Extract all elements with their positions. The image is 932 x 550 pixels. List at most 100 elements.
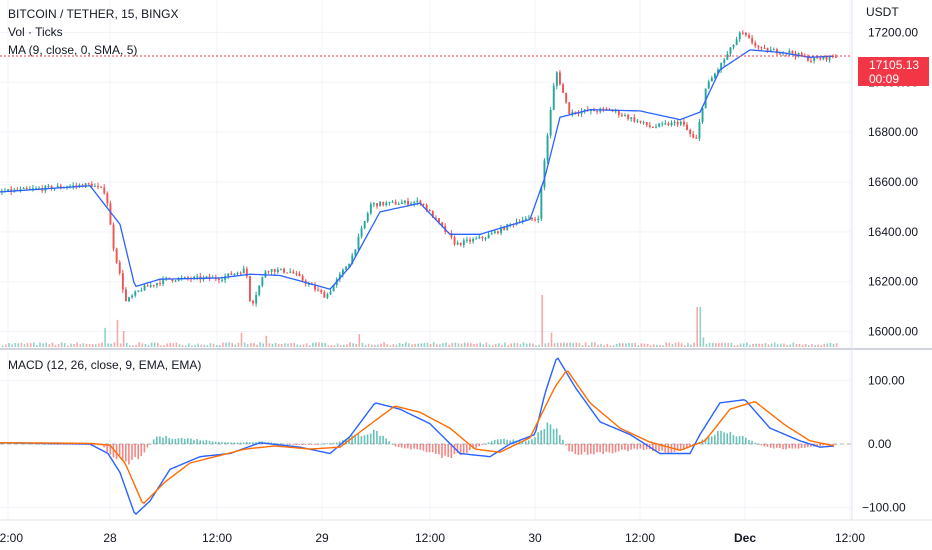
price-candles[interactable] <box>1 30 837 307</box>
histogram-bar <box>521 440 524 444</box>
candle-body <box>28 188 31 190</box>
candle-body <box>385 202 388 206</box>
candle-body <box>363 221 366 229</box>
histogram-bar <box>562 440 564 444</box>
volume-legend[interactable]: Vol · Ticks <box>8 25 63 39</box>
volume-bar <box>594 342 596 347</box>
histogram-bar <box>224 442 226 444</box>
histogram-bar <box>472 444 474 449</box>
histogram-bar <box>438 444 440 455</box>
volume-bar <box>829 342 832 347</box>
histogram-bar <box>593 444 595 455</box>
histogram-bar <box>221 442 223 444</box>
volume-bar <box>705 343 708 347</box>
candle-body <box>156 283 158 286</box>
histogram-bar <box>760 444 763 446</box>
candle-body <box>800 53 803 57</box>
macd-axis[interactable]: −100.00 0.00 100.00 <box>862 374 906 515</box>
volume-bar <box>758 343 760 347</box>
candle-body <box>118 262 121 274</box>
volume-bar <box>358 334 361 347</box>
volume-bar <box>674 342 677 347</box>
histogram-bar <box>534 437 536 444</box>
candle-body <box>714 73 716 79</box>
volume-bar <box>85 343 88 347</box>
histogram-bar <box>379 435 381 444</box>
histogram-bar <box>289 444 291 445</box>
histogram-bar <box>276 443 279 445</box>
volume-bar <box>736 344 739 347</box>
volume-bar <box>110 343 113 347</box>
volume-bar <box>693 342 695 347</box>
histogram-bar <box>565 444 567 446</box>
volume-bar <box>414 343 416 347</box>
histogram-bar <box>658 444 660 452</box>
symbol-legend[interactable]: BITCOIN / TETHER, 15, BINGX <box>8 7 179 21</box>
histogram-bar <box>425 444 428 453</box>
volume-bar <box>454 342 457 347</box>
candle-body <box>338 274 341 280</box>
volume-bar <box>538 344 540 347</box>
candle-body <box>766 48 769 52</box>
histogram-bar <box>776 444 778 448</box>
histogram-bar <box>450 444 453 459</box>
candle-body <box>562 84 564 93</box>
volume-bar <box>792 342 795 347</box>
histogram-bar <box>745 437 747 444</box>
candle-body <box>307 283 310 285</box>
volume-bar <box>479 342 481 347</box>
histogram-bar <box>307 444 310 445</box>
candle-body <box>487 234 490 239</box>
histogram-bar <box>205 439 208 444</box>
volume-bar <box>600 343 602 347</box>
volume-bar <box>451 342 454 347</box>
candle-body <box>763 47 766 49</box>
histogram-bar <box>714 434 716 444</box>
candle-body <box>283 268 285 273</box>
volume-bar <box>622 343 624 347</box>
candle-body <box>469 239 471 242</box>
volume-bar <box>175 342 178 347</box>
volume-bar <box>256 344 258 347</box>
candle-body <box>577 113 580 115</box>
histogram-bar <box>512 439 515 444</box>
candle-body <box>754 42 757 46</box>
volume-bar <box>684 345 686 347</box>
volume-bar <box>615 343 618 347</box>
histogram-bar <box>667 444 670 454</box>
candle-body <box>543 160 546 188</box>
currency-label[interactable]: USDT <box>866 5 899 19</box>
time-axis[interactable]: 12:00 28 12:00 29 12:00 30 12:00 Dec 12:00 <box>0 531 865 545</box>
histogram-bar <box>162 437 164 444</box>
volume-bar <box>618 343 621 347</box>
volume-bar <box>442 343 444 347</box>
histogram-bar <box>357 433 360 444</box>
histogram-bar <box>481 444 484 445</box>
histogram-bar <box>636 444 639 450</box>
histogram-bar <box>63 444 65 445</box>
volume-bar <box>23 344 26 347</box>
histogram-bar <box>689 444 691 448</box>
histogram-bar <box>298 444 301 445</box>
histogram-bar <box>242 442 245 444</box>
volume-bar <box>696 307 698 347</box>
histogram-bar <box>500 439 502 444</box>
macd-legend[interactable]: MACD (12, 26, close, 9, EMA, EMA) <box>8 358 202 372</box>
histogram-bar <box>639 444 642 449</box>
histogram-bar <box>583 444 586 453</box>
volume-bar <box>668 342 671 347</box>
candle-body <box>596 111 599 113</box>
volume-bar <box>755 343 757 347</box>
volume-bar <box>448 344 450 347</box>
histogram-bar <box>506 439 508 444</box>
histogram-bar <box>428 444 431 453</box>
volume-bar <box>36 345 38 347</box>
histogram-bar <box>227 442 229 444</box>
volume-bar <box>250 343 252 347</box>
ma-legend[interactable]: MA (9, close, 0, SMA, 5) <box>8 43 138 57</box>
volume-bar <box>17 343 20 347</box>
volume-bar <box>467 342 469 347</box>
histogram-bar <box>559 434 561 444</box>
candle-body <box>97 185 99 187</box>
